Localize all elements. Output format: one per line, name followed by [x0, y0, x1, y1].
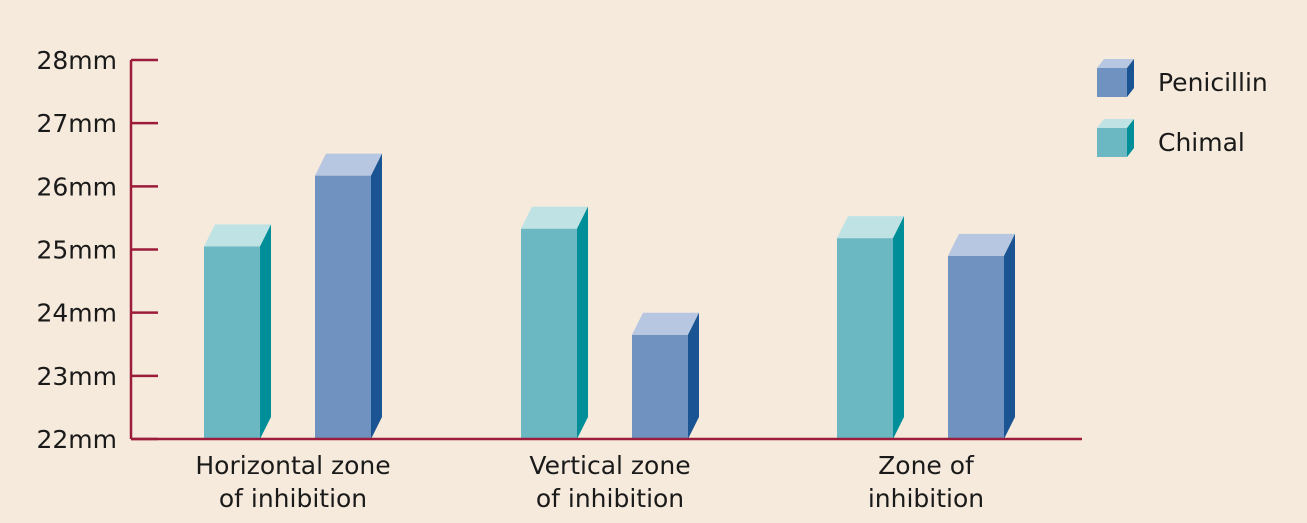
bar-penicillin-1: [632, 312, 699, 439]
legend-swatch-top: [1097, 59, 1134, 68]
bar-side: [371, 153, 382, 439]
bar-front: [315, 175, 371, 439]
bar-penicillin-0: [315, 153, 382, 439]
bar-penicillin-2: [948, 233, 1015, 439]
bar-top: [521, 206, 588, 229]
y-tick-label: 23mm: [36, 362, 117, 391]
bar-side: [260, 224, 271, 439]
bar-side: [577, 206, 588, 439]
bar-front: [837, 238, 893, 439]
bar-top: [948, 233, 1015, 256]
x-category-label: Horizontal zone: [195, 451, 390, 480]
x-category-label: Zone of: [878, 451, 975, 480]
legend-swatch-top: [1097, 119, 1134, 128]
legend-swatch-front: [1097, 68, 1127, 97]
bar-top: [315, 153, 382, 176]
legend-label: Penicillin: [1158, 68, 1268, 97]
x-category-label: of inhibition: [536, 484, 684, 513]
legend-swatch-side: [1127, 119, 1134, 157]
legend-swatch-side: [1127, 59, 1134, 97]
y-tick-label: 27mm: [36, 109, 117, 138]
legend-item-penicillin: Penicillin: [1097, 59, 1268, 97]
bar-side: [893, 216, 904, 439]
bar-chimal-2: [837, 216, 904, 439]
bar-side: [1004, 233, 1015, 439]
y-tick-label: 22mm: [36, 425, 117, 454]
x-category-label: Vertical zone: [529, 451, 690, 480]
legend: Penicillin Chimal: [1097, 59, 1268, 157]
y-tick-label: 26mm: [36, 172, 117, 201]
x-category-label: inhibition: [868, 484, 984, 513]
y-tick-label: 28mm: [36, 46, 117, 75]
legend-item-chimal: Chimal: [1097, 119, 1245, 157]
bar-chimal-0: [204, 224, 271, 439]
legend-label: Chimal: [1158, 128, 1245, 157]
bar-front: [204, 246, 260, 439]
bar-top: [204, 224, 271, 247]
y-tick-label: 24mm: [36, 299, 117, 328]
bar-front: [632, 334, 688, 439]
legend-swatch-front: [1097, 128, 1127, 157]
bar-side: [688, 312, 699, 439]
bar-top: [837, 216, 904, 239]
y-tick-label: 25mm: [36, 236, 117, 265]
bar-chimal-1: [521, 206, 588, 439]
bar-front: [521, 228, 577, 439]
bar-front: [948, 255, 1004, 439]
x-category-label: of inhibition: [219, 484, 367, 513]
bar-top: [632, 312, 699, 335]
